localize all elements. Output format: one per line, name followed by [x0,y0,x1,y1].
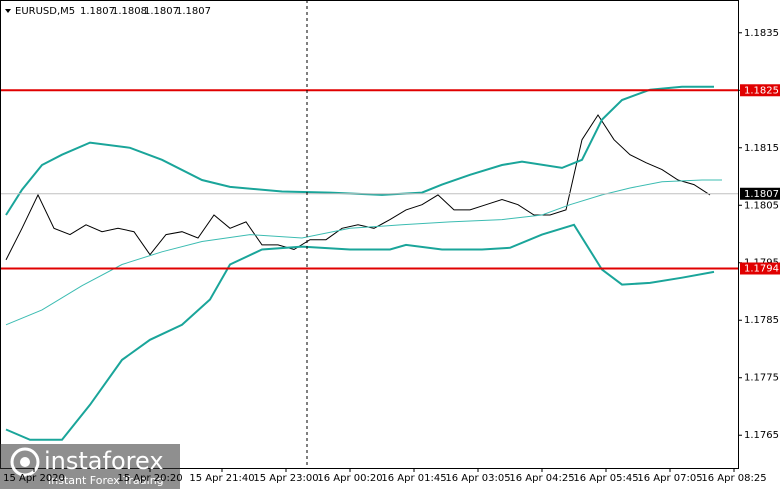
open-price: 1.1807 [80,6,115,17]
y-tick-label: 1.1815 [744,143,779,154]
level-label: 1.1825 [744,85,779,96]
y-tick-label: 1.1835 [744,28,779,39]
indicator-line [5,223,715,441]
watermark-tagline: Instant Forex Trading [48,474,164,487]
header-arrow [5,9,11,13]
x-tick-label: 15 Apr 20:20 [117,473,182,484]
x-tick-label: 15 Apr 2020 [3,473,65,484]
last-price-bg [740,187,780,200]
y-tick-label: 1.1805 [744,200,779,211]
x-tick-label: 16 Apr 05:45 [573,473,638,484]
y-tick-label: 1.1785 [744,315,779,326]
header: EURUSD,M5 1.1807 1.1808 1.1807 1.1807 [5,6,211,17]
price-line [5,114,711,261]
x-tick-label: 16 Apr 03:05 [445,473,510,484]
watermark-logo-core [20,457,30,467]
y-tick-label: 1.1775 [744,373,779,384]
x-tick-label: 15 Apr 23:00 [253,473,318,484]
level-label-bg [740,84,780,97]
last-price-label: 1.1807 [744,189,779,200]
x-tick-label: 16 Apr 00:20 [317,473,382,484]
indicator-line [5,179,722,326]
watermark: instaforex Instant Forex Trading [0,444,180,489]
x-tick-label: 16 Apr 07:05 [637,473,702,484]
close-price: 1.1807 [176,6,211,17]
y-tick-label: 1.1765 [744,430,779,441]
watermark-logo [10,447,40,477]
x-tick-label: 16 Apr 01:45 [381,473,446,484]
x-tick-label: 16 Apr 08:25 [701,473,766,484]
low-price: 1.1807 [144,6,179,17]
watermark-brand: instaforex [44,447,164,475]
x-tick-label: 16 Apr 04:25 [509,473,574,484]
plot-area [0,85,738,441]
plot-frame [0,0,739,469]
symbol: EURUSD,M5 [15,6,75,17]
level-label: 1.1794 [744,263,779,274]
level-label-bg [740,262,780,275]
high-price: 1.1808 [112,6,147,17]
x-tick-label: 15 Apr 21:40 [189,473,254,484]
